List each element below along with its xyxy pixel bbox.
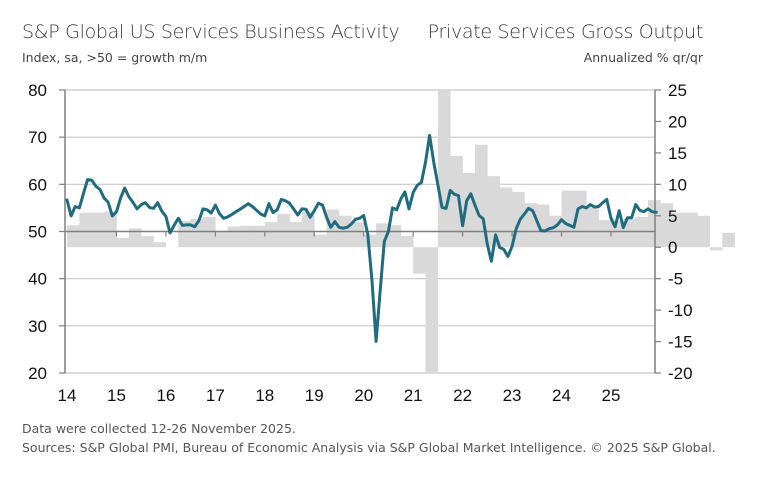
right-tick-label: 25 xyxy=(668,81,687,100)
right-tick-label: 10 xyxy=(668,175,687,194)
bar xyxy=(586,206,599,248)
right-tick-label: -5 xyxy=(668,270,683,289)
bar xyxy=(499,187,513,248)
bar xyxy=(561,190,575,248)
x-tick-label: 19 xyxy=(305,386,324,405)
bar xyxy=(79,212,93,248)
bar xyxy=(573,190,587,248)
bar xyxy=(289,222,303,248)
bar xyxy=(400,235,414,248)
footnote-sources: Sources: S&P Global PMI, Bureau of Econo… xyxy=(22,439,716,455)
bar xyxy=(91,212,105,248)
bar xyxy=(240,225,253,248)
bar xyxy=(598,220,612,248)
bar xyxy=(450,156,463,248)
left-tick-label: 20 xyxy=(28,364,47,383)
bar xyxy=(67,225,80,248)
right-tick-label: -15 xyxy=(668,333,693,352)
bar xyxy=(326,209,340,248)
line-path xyxy=(65,133,658,343)
bar xyxy=(709,247,723,251)
bar xyxy=(685,212,698,248)
bar xyxy=(153,242,167,248)
tick-labels: 20 30 40 50 60 70 80 -20 -15 -10 -5 0 5 10 15 20 25 14 15 1… xyxy=(28,81,693,405)
right-tick-label: 5 xyxy=(668,207,677,226)
right-tick-label: 20 xyxy=(668,112,687,131)
bar xyxy=(141,235,154,248)
x-tick-label: 18 xyxy=(255,386,274,405)
bar xyxy=(351,222,364,248)
footnote-data-collection: Data were collected 12-26 November 2025. xyxy=(22,421,296,436)
x-tick-label: 23 xyxy=(503,386,522,405)
bar xyxy=(116,237,130,248)
bar xyxy=(413,247,426,274)
chart-title-right: Private Services Gross Output xyxy=(427,21,704,43)
bar xyxy=(227,226,241,248)
right-tick-label: 15 xyxy=(668,144,687,163)
x-tick-label: 24 xyxy=(552,386,571,405)
right-tick-label: -20 xyxy=(668,364,693,383)
x-tick-label: 20 xyxy=(354,386,373,405)
bar xyxy=(178,220,191,248)
bar xyxy=(388,225,402,248)
bar xyxy=(660,203,674,248)
left-tick-label: 40 xyxy=(28,270,47,289)
x-tick-label: 16 xyxy=(156,386,175,405)
left-tick-label: 70 xyxy=(28,128,47,147)
right-tick-label: -10 xyxy=(668,301,693,320)
right-tick-label: 0 xyxy=(668,238,677,257)
bar xyxy=(314,234,327,248)
left-tick-label: 80 xyxy=(28,81,47,100)
bar xyxy=(128,228,142,248)
bar xyxy=(215,231,229,248)
bar xyxy=(104,211,117,248)
left-tick-label: 50 xyxy=(28,223,47,242)
bar xyxy=(623,218,636,248)
x-tick-label: 25 xyxy=(601,386,620,405)
bar xyxy=(536,204,550,248)
bar xyxy=(437,90,451,248)
bar xyxy=(462,173,476,248)
grid-lines xyxy=(65,89,655,374)
x-tick-label: 14 xyxy=(58,386,77,405)
chart-title-left: S&P Global US Services Business Activity xyxy=(22,21,400,43)
bar xyxy=(277,213,290,248)
bar xyxy=(425,247,439,373)
x-tick-label: 22 xyxy=(453,386,472,405)
left-tick-label: 30 xyxy=(28,317,47,336)
bar xyxy=(722,232,735,248)
x-tick-label: 17 xyxy=(206,386,225,405)
left-axis-subtitle: Index, sa, >50 = growth m/m xyxy=(22,50,208,65)
axes xyxy=(59,89,661,374)
right-axis-subtitle: Annualized % qr/qr xyxy=(583,50,703,65)
bar xyxy=(301,211,315,248)
left-tick-label: 60 xyxy=(28,175,47,194)
line-series-services-business-activity xyxy=(65,133,658,343)
bar xyxy=(252,225,266,248)
bar xyxy=(672,212,686,248)
x-tick-label: 21 xyxy=(404,386,423,405)
bar xyxy=(264,222,278,248)
bar xyxy=(487,176,500,248)
x-tick-label: 15 xyxy=(107,386,126,405)
bar xyxy=(697,215,711,248)
